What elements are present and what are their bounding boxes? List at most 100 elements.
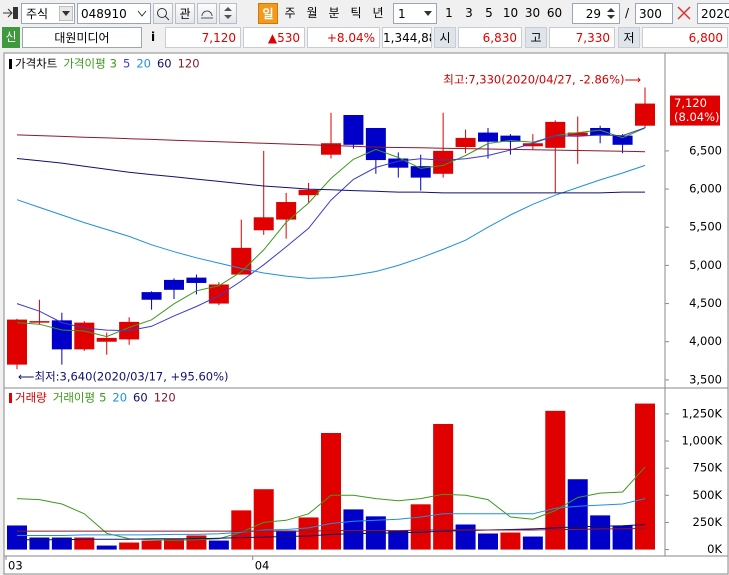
candle-body [276,202,297,220]
interval-button[interactable]: 60 [546,6,563,20]
settings-icon[interactable] [675,4,693,22]
legend-entry: 60 [133,391,148,405]
spinner[interactable] [219,3,237,24]
interval-button[interactable]: 1 [445,6,453,20]
volume-bar [433,423,454,550]
interval-button[interactable]: 3 [465,6,473,20]
menu-icon[interactable] [2,4,20,22]
min-annotation: ⟵최저:3,640(2020/03/17, +95.60%) [18,370,229,384]
legend-entry: 5 [123,57,130,71]
ma-line [16,466,646,541]
count-input[interactable]: 29 [572,3,620,24]
volume-bar [321,432,341,550]
price: 7,120 [165,27,241,48]
legend-marker [9,59,12,69]
volume-bar [478,533,498,550]
y-tick-label: 5,000 [689,258,722,272]
volume-bar [119,542,140,550]
date-input[interactable]: 2020, [697,3,729,24]
candle-body [478,132,498,142]
stock-name: 대원미디어 [22,27,142,48]
volume-bar [29,537,50,550]
volume-bar [74,537,95,550]
search-icon [157,8,170,21]
volume-bar [51,537,72,550]
low-price: 6,800 [642,27,728,48]
dropdown-arrow [137,10,147,17]
legend-title: 가격차트 [15,57,57,71]
max-count-input[interactable]: 300 [635,3,673,24]
candle-body [388,158,409,168]
legend-entry: 120 [154,391,176,405]
legend-ma-title: 가격이평 [63,57,105,71]
refresh-button[interactable] [197,3,217,24]
y-tick-label: 500K [693,488,723,502]
related-button[interactable]: 관 [175,3,195,24]
open-label: 시 [434,27,456,48]
market-text: 주식 [26,7,49,21]
interval-button[interactable]: 30 [524,6,541,20]
ma-line [17,527,646,532]
high-label: 고 [525,27,547,48]
interval-button[interactable]: 5 [485,6,493,20]
y-tick-label: 750K [693,461,723,475]
volume-bar [343,509,364,550]
count-text: 29 [585,7,601,21]
y-tick-label: 1,250K [682,406,723,420]
refresh-icon [201,10,213,19]
info-button[interactable]: i [150,30,156,44]
volume-bar [590,515,611,550]
period-button[interactable]: 일 [258,3,278,24]
candle-body [186,277,207,283]
search-button[interactable] [153,3,173,24]
volume-bar [455,524,476,550]
candle-body [567,132,588,136]
change-rate: +8.04% [307,27,380,48]
volume-bar [141,540,162,550]
last-price-label: 7,120 [674,96,707,110]
ma-line [16,158,645,194]
ma-line [17,524,646,541]
y-tick-label: 4,500 [689,296,722,310]
candle-body [522,143,543,147]
spinner-icon [607,8,615,19]
candle-body [96,337,117,342]
ma-line [17,498,646,536]
volume-bar [298,517,319,550]
y-tick-label: 0K [707,542,722,556]
market-select[interactable]: 주식 [21,3,75,24]
credit-badge: 신 [2,27,20,48]
candle-body [545,121,566,148]
ma-line [16,127,646,332]
candle-body [29,321,50,323]
x-tick-label: 04 [255,559,270,573]
code-text: 048910 [81,7,127,21]
period-button[interactable]: 월 [306,6,318,20]
volume-bar [96,545,117,550]
legend-title: 거래량 [15,391,47,405]
candle-body [455,137,476,148]
period-button[interactable]: 년 [372,6,384,20]
legend-entry: 5 [99,391,106,405]
volume-bar [208,540,229,550]
code-input[interactable]: 048910 [77,3,151,24]
candle-body [141,292,162,300]
interval-button[interactable]: 10 [502,6,519,20]
volume-bar [253,489,274,550]
candle-body [298,189,319,196]
candle-body [612,135,633,145]
candle-body [590,127,611,136]
volume-bar [388,530,409,550]
legend-ma-title: 거래이평 [53,391,95,405]
period-button[interactable]: 분 [328,6,340,20]
volume-bar [7,525,27,550]
period-button[interactable]: 틱 [350,6,362,20]
y-tick-label: 4,000 [689,334,722,348]
interval-select[interactable]: 1 [393,3,437,24]
y-tick-label: 1,000K [682,434,723,448]
candle-body [321,143,341,155]
legend-entry: 60 [157,57,172,71]
period-button[interactable]: 주 [284,6,296,20]
